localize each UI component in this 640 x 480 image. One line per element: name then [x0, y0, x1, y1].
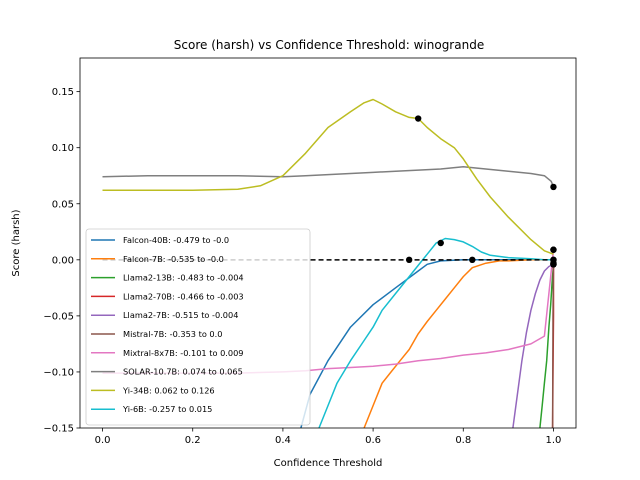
x-axis-label: Confidence Threshold [274, 458, 383, 469]
x-tick-label: 0.6 [365, 435, 381, 446]
legend-box [85, 228, 311, 426]
y-axis-label: Score (harsh) [11, 209, 22, 276]
series-line-8 [102, 166, 555, 188]
x-tick-label: 1.0 [546, 435, 562, 446]
series-line-9 [102, 98, 554, 255]
x-tick-label: 0.2 [185, 435, 201, 446]
series-marker-6 [550, 256, 557, 264]
series-marker-8 [550, 183, 557, 191]
chart-title: Score (harsh) vs Confidence Threshold: w… [174, 38, 484, 52]
legend-entry: Yi-6B: -0.257 to 0.015 [122, 404, 212, 414]
series-line-6 [551, 259, 555, 428]
legend-entry: Llama2-70B: -0.466 to -0.003 [123, 291, 244, 301]
y-tick-label: 0.15 [52, 87, 74, 98]
series-line-2 [363, 259, 554, 428]
legend-entry: Llama2-13B: -0.483 to -0.004 [123, 273, 244, 283]
series-marker-10 [437, 239, 444, 247]
x-tick-label: 0.4 [275, 435, 291, 446]
plot-frame [79, 57, 577, 429]
x-axis: 0.0 0.2 0.4 0.6 0.8 1.0 [95, 428, 562, 446]
y-tick-label: −0.10 [43, 367, 74, 378]
legend-entry: Falcon-7B: -0.535 to -0.0 [123, 254, 224, 264]
series-line-10 [318, 237, 554, 428]
y-axis: −0.15 −0.10 −0.05 0.00 0.05 0.10 0.15 [43, 87, 80, 435]
legend-entry: Yi-34B: 0.062 to 0.126 [122, 385, 215, 395]
legend-entry: Falcon-40B: -0.479 to -0.0 [123, 235, 229, 245]
series-marker-2 [469, 256, 476, 264]
series-line-3 [539, 264, 555, 428]
y-tick-label: −0.05 [43, 311, 74, 322]
series-marker-9 [414, 115, 422, 122]
extra-marker [405, 256, 413, 264]
x-tick-label: 0.8 [455, 435, 471, 446]
legend-entry: Llama2-7B: -0.515 to -0.004 [123, 310, 238, 320]
legend-entry: SOLAR-10.7B: 0.074 to 0.065 [123, 367, 243, 377]
legend-entry: Mixtral-8x7B: -0.101 to 0.009 [123, 348, 244, 358]
x-tick-label: 0.0 [95, 435, 111, 446]
y-tick-label: 0.00 [52, 255, 74, 266]
y-tick-label: −0.15 [43, 424, 74, 435]
y-tick-label: 0.10 [52, 143, 74, 154]
extra-marker [550, 261, 557, 268]
markers-layer [405, 115, 557, 268]
y-tick-label: 0.05 [52, 199, 74, 210]
legend-entry: Mistral-7B: -0.353 to 0.0 [123, 329, 222, 339]
extra-marker [550, 246, 557, 253]
legend: Falcon-40B: -0.479 to -0.0 Falcon-7B: -0.… [85, 228, 311, 426]
series-line-5 [512, 263, 554, 428]
